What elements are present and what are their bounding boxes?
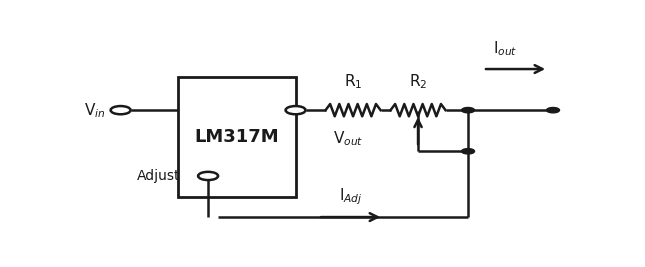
Text: I$_{Adj}$: I$_{Adj}$ xyxy=(339,186,362,207)
Text: R$_2$: R$_2$ xyxy=(409,72,427,91)
Circle shape xyxy=(462,149,475,154)
Circle shape xyxy=(462,108,475,113)
Circle shape xyxy=(546,108,559,113)
Text: R$_1$: R$_1$ xyxy=(344,72,362,91)
Text: V$_{in}$: V$_{in}$ xyxy=(84,101,106,120)
Text: I$_{out}$: I$_{out}$ xyxy=(493,39,518,58)
FancyBboxPatch shape xyxy=(178,77,295,197)
Text: Adjust: Adjust xyxy=(137,169,181,183)
Circle shape xyxy=(111,106,130,114)
Circle shape xyxy=(198,172,218,180)
Text: LM317M: LM317M xyxy=(195,128,279,146)
Circle shape xyxy=(286,106,306,114)
Text: V$_{out}$: V$_{out}$ xyxy=(333,129,363,148)
